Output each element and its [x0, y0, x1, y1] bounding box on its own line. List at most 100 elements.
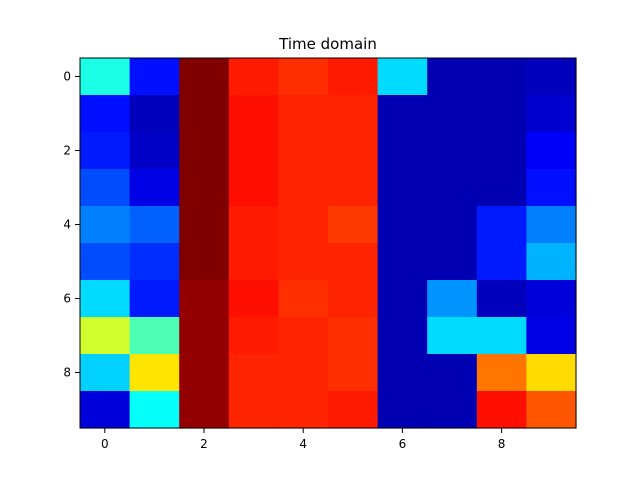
y-tick-label: 2	[63, 144, 71, 158]
heatmap-cell	[228, 391, 279, 429]
heatmap-cell	[526, 58, 577, 96]
heatmap-cell	[328, 243, 379, 281]
heatmap-cell	[278, 391, 329, 429]
heatmap-cell	[476, 354, 527, 392]
heatmap-cell	[129, 169, 180, 207]
heatmap-cell	[228, 169, 279, 207]
heatmap-cell	[377, 95, 428, 133]
heatmap-cell	[179, 317, 230, 355]
heatmap-cell	[476, 206, 527, 244]
heatmap-cell	[278, 95, 329, 133]
heatmap-cell	[80, 132, 131, 170]
y-tick-label: 6	[63, 292, 71, 306]
heatmap-cell	[278, 206, 329, 244]
heatmap-cell	[377, 132, 428, 170]
heatmap-cell	[129, 354, 180, 392]
heatmap-cell	[328, 354, 379, 392]
heatmap-cell	[80, 58, 131, 96]
heatmap-cell	[476, 58, 527, 96]
heatmap-cell	[427, 280, 478, 318]
heatmap-cell	[328, 132, 379, 170]
heatmap-cell	[328, 58, 379, 96]
heatmap-cell	[228, 243, 279, 281]
heatmap-cell	[427, 132, 478, 170]
heatmap-cell	[377, 169, 428, 207]
heatmap-cell	[427, 317, 478, 355]
heatmap-cells	[80, 58, 577, 429]
heatmap-cell	[179, 354, 230, 392]
x-tick-label: 4	[299, 437, 307, 451]
heatmap-cell	[328, 169, 379, 207]
heatmap-cell	[427, 169, 478, 207]
heatmap-cell	[427, 243, 478, 281]
heatmap-cell	[476, 132, 527, 170]
heatmap-cell	[129, 280, 180, 318]
heatmap-cell	[80, 95, 131, 133]
heatmap-cell	[228, 354, 279, 392]
heatmap-cell	[526, 391, 577, 429]
heatmap-cell	[129, 132, 180, 170]
heatmap-cell	[129, 317, 180, 355]
heatmap-cell	[228, 95, 279, 133]
heatmap-cell	[328, 95, 379, 133]
heatmap-cell	[278, 317, 329, 355]
heatmap-cell	[129, 243, 180, 281]
heatmap-cell	[129, 58, 180, 96]
heatmap-cell	[526, 243, 577, 281]
heatmap-cell	[179, 95, 230, 133]
heatmap-cell	[427, 354, 478, 392]
heatmap-cell	[179, 169, 230, 207]
heatmap-cell	[526, 317, 577, 355]
y-tick-label: 4	[63, 218, 71, 232]
heatmap-cell	[278, 354, 329, 392]
x-tick-label: 0	[101, 437, 109, 451]
heatmap-cell	[427, 58, 478, 96]
heatmap-cell	[80, 169, 131, 207]
x-tick-label: 8	[498, 437, 506, 451]
heatmap-cell	[129, 95, 180, 133]
heatmap-cell	[129, 391, 180, 429]
y-tick-label: 8	[63, 366, 71, 380]
heatmap-cell	[526, 354, 577, 392]
heatmap-cell	[179, 280, 230, 318]
heatmap-cell	[80, 317, 131, 355]
heatmap-cell	[278, 169, 329, 207]
heatmap-cell	[179, 58, 230, 96]
heatmap-cell	[476, 391, 527, 429]
heatmap-cell	[80, 280, 131, 318]
heatmap-cell	[377, 58, 428, 96]
heatmap-cell	[228, 58, 279, 96]
heatmap-cell	[377, 391, 428, 429]
x-tick-label: 2	[200, 437, 208, 451]
heatmap-cell	[80, 243, 131, 281]
y-tick-label: 0	[63, 70, 71, 84]
heatmap-cell	[328, 317, 379, 355]
heatmap-cell	[179, 132, 230, 170]
heatmap-cell	[476, 169, 527, 207]
heatmap-cell	[278, 132, 329, 170]
heatmap-cell	[179, 391, 230, 429]
heatmap-cell	[377, 354, 428, 392]
heatmap-cell	[228, 317, 279, 355]
heatmap-cell	[526, 95, 577, 133]
heatmap-cell	[377, 206, 428, 244]
heatmap-cell	[427, 206, 478, 244]
chart-title: Time domain	[278, 35, 377, 53]
heatmap-cell	[526, 206, 577, 244]
heatmap-cell	[427, 95, 478, 133]
heatmap-cell	[328, 280, 379, 318]
heatmap-cell	[526, 280, 577, 318]
heatmap-cell	[80, 391, 131, 429]
heatmap-cell	[328, 206, 379, 244]
heatmap-cell	[228, 280, 279, 318]
heatmap-cell	[278, 58, 329, 96]
heatmap-cell	[476, 95, 527, 133]
heatmap-cell	[526, 169, 577, 207]
x-axis: 0 2 4 6 8	[101, 428, 505, 451]
heatmap-cell	[476, 280, 527, 318]
heatmap-cell	[228, 206, 279, 244]
heatmap-cell	[179, 206, 230, 244]
heatmap-cell	[278, 243, 329, 281]
heatmap-cell	[328, 391, 379, 429]
